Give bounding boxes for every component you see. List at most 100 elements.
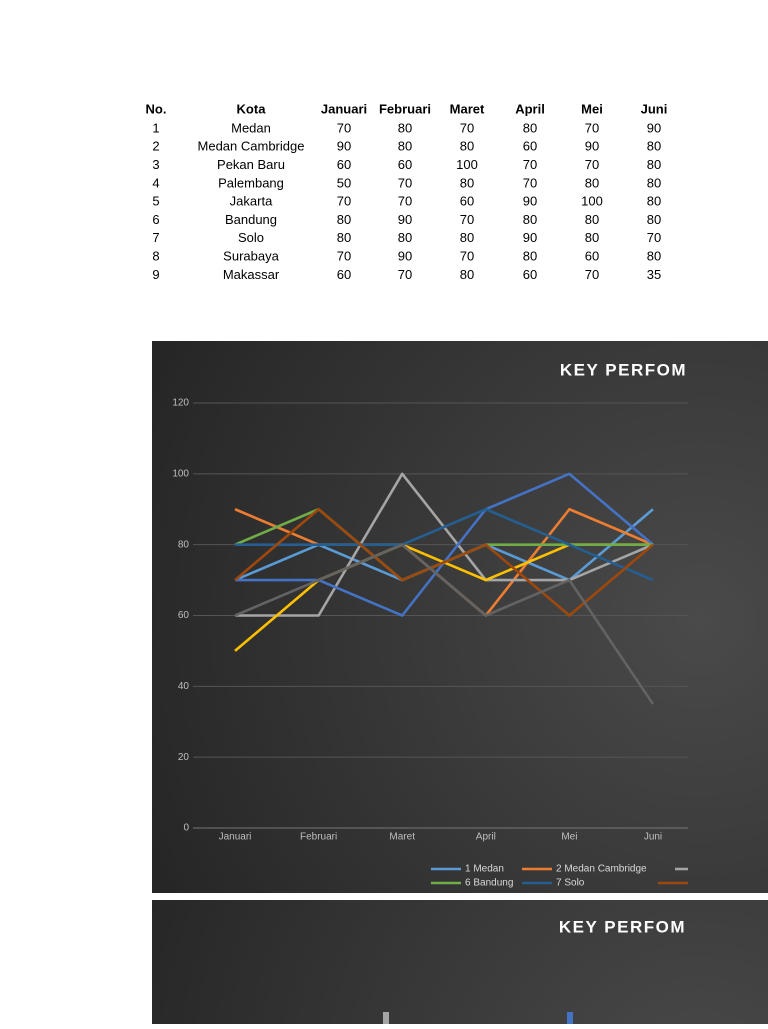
table-header: Kota (237, 101, 267, 116)
table-cell: 35 (647, 267, 661, 282)
table-cell: 70 (585, 157, 599, 172)
table-cell: 80 (585, 175, 599, 190)
table-cell: 80 (460, 175, 474, 190)
plot: Januari Februari Maret April Mei Juni 1 Medan 2… (193, 402, 688, 889)
table-cell: 100 (456, 157, 478, 172)
x-tick-label: Mei (561, 832, 577, 843)
table-cell: 70 (460, 249, 474, 264)
table-header: Februari (379, 101, 431, 116)
table-cell: 50 (337, 175, 351, 190)
chart-title: KEY PERFOM (560, 360, 687, 379)
table-cell: 90 (523, 230, 537, 245)
table-cell: 1 (152, 120, 159, 135)
table-header: Mei (581, 101, 603, 116)
table-cell: 90 (398, 212, 412, 227)
table-cell: Medan (231, 120, 271, 135)
table-cell: Solo (238, 230, 264, 245)
table-cell: 80 (647, 175, 661, 190)
bar-stub (383, 1012, 389, 1024)
table-cell: Surabaya (223, 249, 279, 264)
x-tick-label: April (476, 832, 496, 843)
chart-title: KEY PERFOM (559, 917, 686, 936)
y-tick-label: 20 (178, 752, 190, 763)
table-cell: 90 (398, 249, 412, 264)
table-cell: 60 (460, 194, 474, 209)
table-cell: 60 (337, 157, 351, 172)
table-cell: 5 (152, 194, 159, 209)
table-cell: 80 (523, 212, 537, 227)
table-cell: 80 (398, 230, 412, 245)
table-cell: 70 (647, 230, 661, 245)
y-tick-label: 0 (183, 823, 189, 834)
table-cell: 80 (460, 230, 474, 245)
table-cell: 7 (152, 230, 159, 245)
table-cell: 90 (523, 194, 537, 209)
table-cell: 90 (337, 139, 351, 154)
bar-stub (567, 1012, 573, 1024)
table-cell: 70 (337, 249, 351, 264)
table-cell: 60 (523, 139, 537, 154)
table-cell: 90 (585, 139, 599, 154)
table-cell: 70 (460, 120, 474, 135)
table: No. Kota Januari Februari Maret April Mei Juni 1… (146, 101, 668, 281)
table-header: April (515, 101, 545, 116)
table-cell: 80 (398, 120, 412, 135)
table-cell: Bandung (225, 212, 277, 227)
series-line (234, 543, 655, 705)
table-cell: 70 (523, 175, 537, 190)
y-tick-label: 120 (172, 398, 189, 409)
table-cell: 80 (460, 267, 474, 282)
x-tick-label: Juni (644, 832, 662, 843)
table-cell: 3 (152, 157, 159, 172)
table-cell: 70 (398, 194, 412, 209)
x-tick-label: Maret (389, 832, 415, 843)
table-cell: 80 (337, 212, 351, 227)
table-cell: 6 (152, 212, 159, 227)
table-cell: Makassar (223, 267, 280, 282)
legend-label: 6 Bandung (465, 878, 513, 889)
table-header: No. (146, 101, 167, 116)
table-cell: 70 (585, 267, 599, 282)
table-cell: 80 (398, 139, 412, 154)
chart-panel (152, 900, 768, 1024)
table-cell: 70 (398, 267, 412, 282)
table-cell: 2 (152, 139, 159, 154)
table-cell: Palembang (218, 175, 284, 190)
series-line (234, 507, 654, 617)
table-cell: Medan Cambridge (198, 139, 305, 154)
table-cell: 90 (647, 120, 661, 135)
chart-panel (152, 341, 768, 893)
table-cell: 70 (337, 194, 351, 209)
table-cell: 80 (585, 212, 599, 227)
series-line (235, 507, 654, 582)
table-cell: 60 (523, 267, 537, 282)
table-cell: 60 (337, 267, 351, 282)
table-cell: 80 (647, 139, 661, 154)
table-cell: 80 (647, 212, 661, 227)
table-cell: 80 (585, 230, 599, 245)
table-cell: 70 (460, 212, 474, 227)
x-tick-label: Januari (219, 832, 252, 843)
table-cell: 80 (523, 120, 537, 135)
x-tick-label: Februari (300, 832, 337, 843)
y-tick-label: 40 (178, 681, 190, 692)
table-cell: 4 (152, 175, 159, 190)
table-cell: 80 (523, 249, 537, 264)
legend-label: 1 Medan (465, 864, 504, 875)
y-tick-label: 60 (178, 610, 190, 621)
table-header: Januari (321, 101, 367, 116)
legend-label: 7 Solo (556, 878, 585, 889)
y-tick-label: 100 (172, 468, 189, 479)
table-cell: 70 (337, 120, 351, 135)
table-cell: 60 (398, 157, 412, 172)
table-cell: Pekan Baru (217, 157, 285, 172)
table-cell: 70 (398, 175, 412, 190)
table-header: Maret (450, 101, 485, 116)
table-cell: 70 (523, 157, 537, 172)
table-cell: 80 (647, 157, 661, 172)
table-cell: 80 (647, 194, 661, 209)
table-header: Juni (641, 101, 668, 116)
table-cell: 8 (152, 249, 159, 264)
